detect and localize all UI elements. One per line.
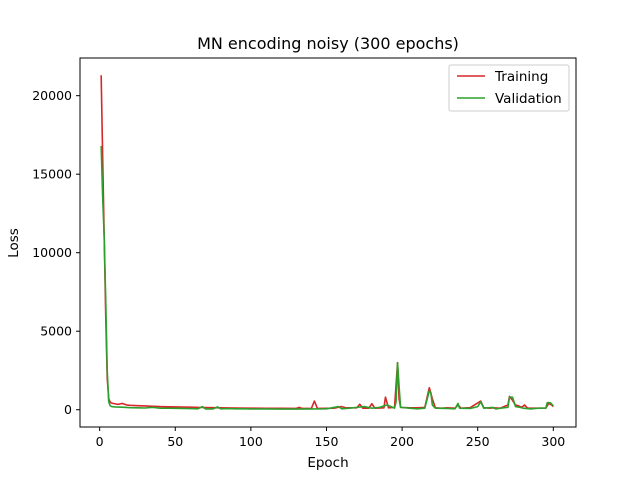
y-tick-label-0: 0 bbox=[64, 402, 72, 417]
x-tick-label-50: 50 bbox=[167, 434, 183, 449]
x-tick-label-0: 0 bbox=[96, 434, 104, 449]
series-layer bbox=[100, 75, 554, 410]
y-axis-label: Loss bbox=[6, 228, 22, 258]
x-tick-label-250: 250 bbox=[466, 434, 490, 449]
x-tick-label-200: 200 bbox=[390, 434, 414, 449]
chart-title: MN encoding noisy (300 epochs) bbox=[197, 34, 459, 53]
x-tick-label-100: 100 bbox=[239, 434, 263, 449]
legend: Training Validation bbox=[448, 64, 570, 112]
y-tick-label-20000: 20000 bbox=[32, 88, 72, 103]
x-tick-label-300: 300 bbox=[541, 434, 565, 449]
legend-label-validation: Validation bbox=[495, 91, 562, 107]
y-tick-label-5000: 5000 bbox=[40, 324, 72, 339]
x-axis: 0 50 100 150 200 250 300 bbox=[96, 427, 565, 449]
plot-area bbox=[79, 57, 577, 428]
plot-frame bbox=[79, 57, 577, 428]
y-tick-label-10000: 10000 bbox=[32, 245, 72, 260]
x-tick-label-150: 150 bbox=[315, 434, 339, 449]
legend-label-training: Training bbox=[494, 69, 548, 85]
series-line-validation bbox=[100, 145, 554, 410]
y-tick-label-15000: 15000 bbox=[32, 167, 72, 182]
x-axis-label: Epoch bbox=[307, 455, 348, 471]
y-axis: 0 5000 10000 15000 20000 bbox=[32, 88, 80, 417]
